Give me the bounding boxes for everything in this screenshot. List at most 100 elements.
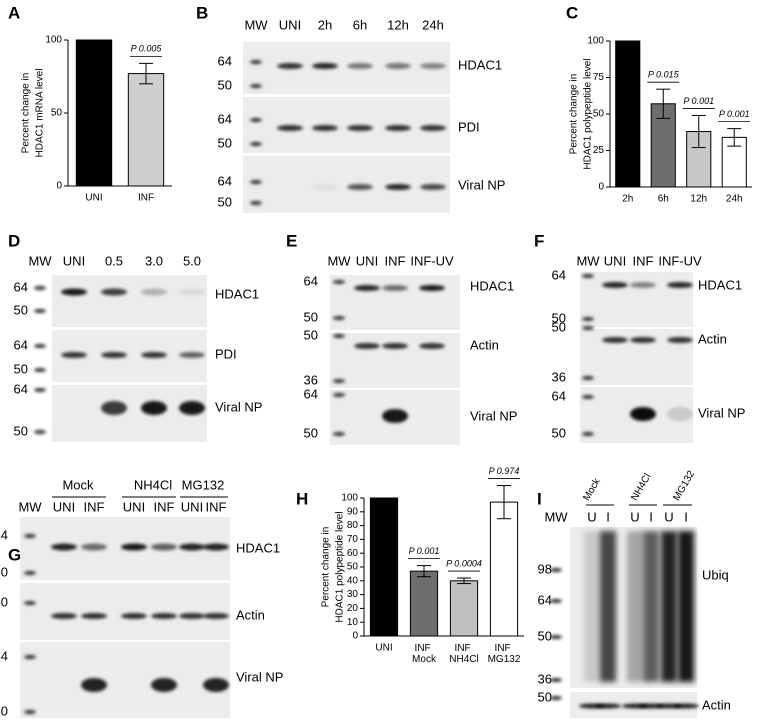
ladder-band — [582, 317, 594, 321]
mw-marker: 50 — [304, 309, 318, 324]
band — [179, 543, 205, 551]
x-tick-label: INF Mock — [412, 643, 437, 665]
band — [61, 352, 87, 358]
lane-label: INF — [633, 253, 654, 268]
lane-label: MW — [576, 253, 600, 268]
group-label: NH4Cl — [629, 472, 653, 503]
mw-marker: 64 — [0, 648, 8, 663]
x-tick-label: 24h — [726, 194, 743, 205]
mw-marker: 36 — [552, 369, 566, 384]
panel-letter: D — [8, 231, 20, 250]
lane-label: MW — [327, 253, 351, 268]
mw-marker: 50 — [538, 628, 552, 643]
ladder-band — [582, 326, 594, 330]
bar — [449, 580, 479, 637]
band — [121, 613, 147, 619]
protein-label: HDAC1 — [215, 286, 259, 301]
y-tick-label: 100 — [587, 36, 604, 47]
band — [203, 613, 229, 619]
band — [141, 288, 167, 296]
bar — [615, 40, 641, 188]
panel-letter: F — [534, 231, 544, 250]
band — [121, 543, 147, 551]
mw-marker: 64 — [218, 53, 232, 68]
x-tick-label: 2h — [622, 194, 633, 205]
y-tick-label: 20 — [347, 603, 359, 614]
band — [630, 282, 656, 288]
ladder-band — [550, 635, 562, 639]
x-tick-label: UNI — [85, 193, 102, 204]
ladder-band — [250, 60, 262, 64]
blot-strip — [243, 156, 450, 213]
band — [312, 63, 338, 69]
mw-marker: 36 — [538, 671, 552, 686]
protein-label: HDAC1 — [458, 57, 502, 72]
error-bar — [139, 62, 153, 85]
x-tick-label: INF MG132 — [488, 643, 521, 665]
smear — [627, 531, 643, 682]
band — [277, 125, 303, 131]
lane-label: U — [587, 509, 596, 524]
lane-label: INF — [206, 499, 227, 514]
blot-strip — [52, 275, 207, 327]
p-value: P 0.015 — [648, 70, 680, 80]
mw-marker: 50 — [538, 689, 552, 704]
lane-label: 2h — [318, 17, 332, 32]
y-tick-label: 90 — [347, 506, 359, 517]
band — [347, 184, 373, 190]
band — [602, 282, 628, 288]
ladder-band — [582, 376, 594, 380]
band — [81, 613, 107, 619]
y-axis-label: Percent change in — [321, 527, 332, 608]
lane-label: MW — [28, 253, 52, 268]
band — [203, 543, 229, 551]
panel-letter: B — [196, 3, 208, 22]
p-value: P 0.005 — [131, 44, 163, 54]
x-tick-label: UNI — [375, 643, 392, 654]
lane-label: MW — [244, 17, 268, 32]
band — [385, 125, 411, 131]
blot-strip — [20, 642, 230, 718]
x-tick-line: Mock — [412, 654, 437, 665]
blot-strip — [243, 97, 450, 153]
band — [347, 125, 373, 131]
band — [354, 285, 380, 291]
y-tick-label: 30 — [347, 589, 359, 600]
panel-letter: E — [286, 231, 297, 250]
error-bar — [457, 577, 471, 585]
panel-letter: A — [8, 3, 20, 22]
group-label: Mock — [62, 477, 94, 492]
mw-marker: 50 — [14, 423, 28, 438]
lane-label: 3.0 — [145, 253, 163, 268]
ladder-band — [582, 395, 594, 399]
band — [667, 407, 693, 421]
mw-marker: 50 — [0, 564, 8, 579]
lane-label: 5.0 — [183, 253, 201, 268]
band — [420, 184, 446, 190]
lane-label: INF — [84, 499, 105, 514]
ladder-band — [250, 118, 262, 122]
y-tick-label: 40 — [347, 575, 359, 586]
ladder-band — [34, 430, 46, 434]
smear — [661, 531, 677, 682]
lane-label: UNI — [181, 499, 203, 514]
band — [667, 282, 693, 288]
lane-label: INF-UV — [410, 253, 454, 268]
band — [630, 337, 656, 343]
x-tick-line: NH4Cl — [449, 654, 478, 665]
band — [81, 543, 107, 551]
band — [277, 63, 303, 69]
ladder-band — [24, 571, 36, 575]
x-tick-label: 6h — [658, 194, 669, 205]
ladder-band — [250, 84, 262, 88]
y-tick-label: 0 — [352, 631, 358, 642]
smear — [678, 531, 694, 682]
band — [638, 703, 664, 709]
y-tick-label: 25 — [593, 145, 605, 156]
mw-marker: 98 — [538, 561, 552, 576]
y-tick-label: 0 — [56, 181, 62, 192]
band — [382, 285, 408, 291]
protein-label: Viral NP — [236, 669, 283, 684]
ladder-band — [333, 432, 345, 436]
